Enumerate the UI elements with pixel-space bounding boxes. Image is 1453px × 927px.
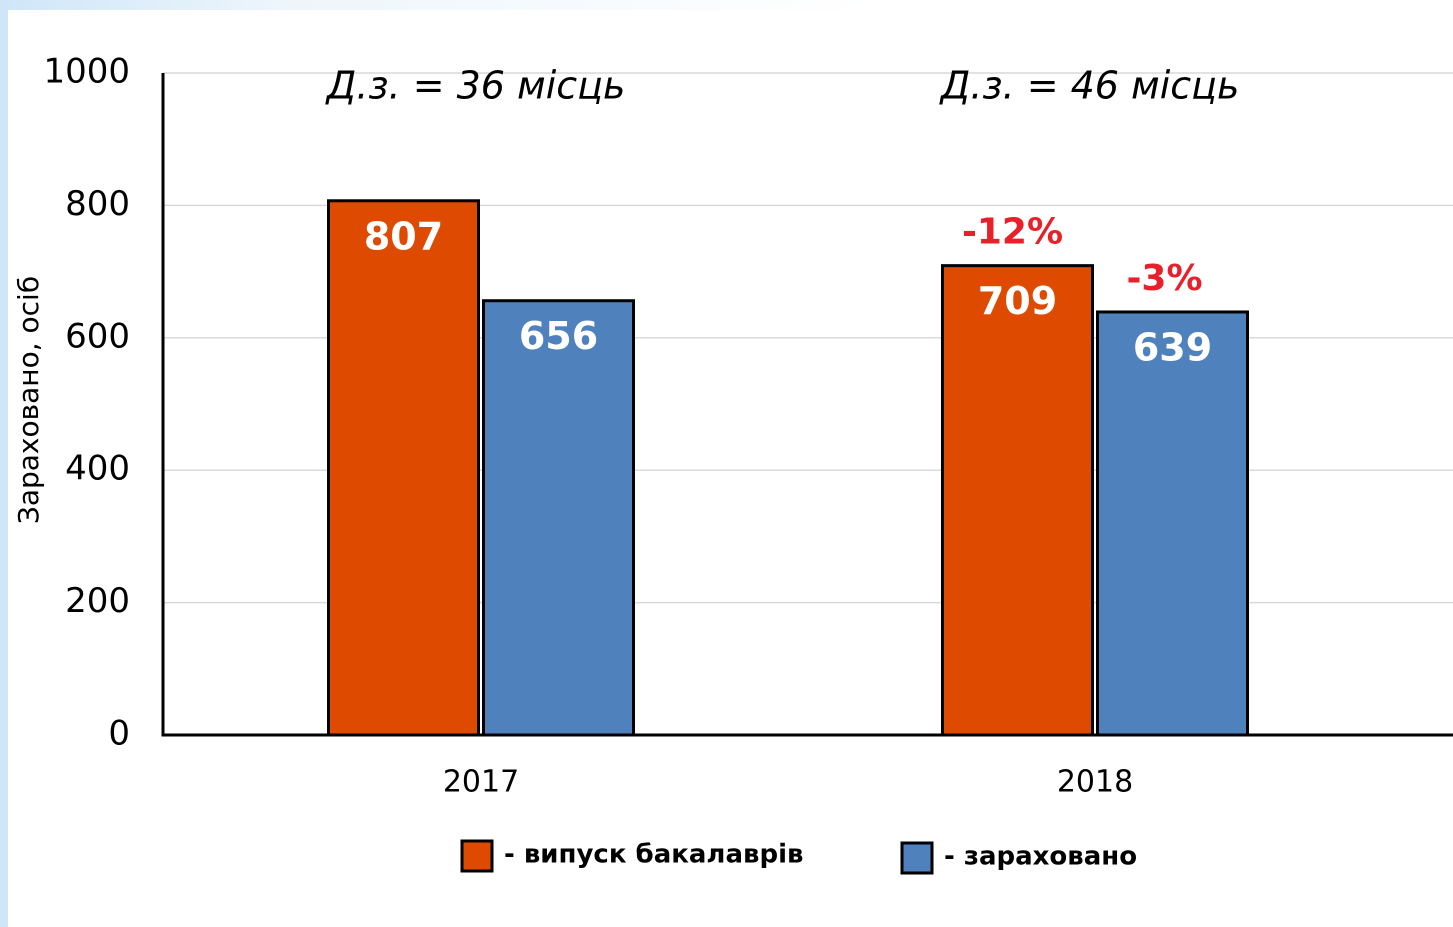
y-tick-label: 600 [65, 316, 130, 356]
x-tick-label: 2018 [1057, 765, 1133, 800]
bar [482, 299, 635, 737]
y-axis-title: Зараховано, осіб [12, 276, 45, 524]
y-tick-label: 1000 [43, 52, 130, 92]
legend-swatch [460, 839, 494, 873]
change-label: -3% [1126, 258, 1202, 299]
value-label: 639 [1133, 325, 1212, 369]
bar [1096, 310, 1249, 737]
value-label: 656 [519, 314, 598, 358]
y-tick-label: 200 [65, 581, 130, 621]
legend-swatch [900, 841, 934, 875]
annotation: Д.з. = 36 місць [325, 64, 626, 108]
x-tick-label: 2017 [443, 765, 519, 800]
legend-label: - зараховано [944, 842, 1137, 872]
annotation: Д.з. = 46 місць [939, 64, 1240, 108]
bar [327, 199, 480, 737]
y-tick-label: 400 [65, 449, 130, 489]
bar [941, 264, 1094, 737]
value-label: 709 [978, 279, 1057, 323]
legend-label: - випуск бакалаврів [504, 840, 803, 870]
change-label: -12% [962, 212, 1063, 253]
value-label: 807 [364, 214, 443, 258]
y-tick-label: 0 [108, 714, 130, 754]
y-tick-label: 800 [65, 184, 130, 224]
